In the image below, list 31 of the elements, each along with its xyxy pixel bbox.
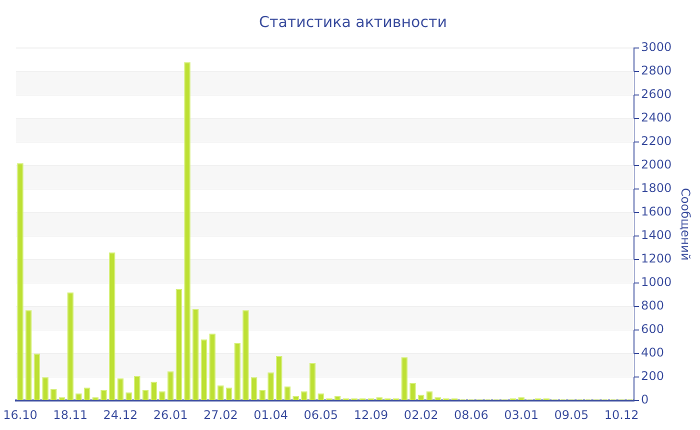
x-tick-label: 27.02 <box>203 408 238 422</box>
x-tick-label: 12.09 <box>354 408 388 422</box>
y-tick-label: 1000 <box>641 275 672 290</box>
chart-title: Статистика активности <box>259 12 447 31</box>
y-tick-label: 2200 <box>641 134 672 148</box>
x-tick-label: 09.05 <box>554 408 589 422</box>
y-tick-label: 3000 <box>641 40 672 54</box>
x-tick-label: 08.06 <box>454 408 488 422</box>
y-tick-label: 2400 <box>641 110 672 125</box>
y-tick-label: 1600 <box>641 204 672 219</box>
x-tick-label: 03.01 <box>504 408 538 422</box>
x-tick-label: 16.10 <box>3 408 38 422</box>
y-tick-label: 2600 <box>641 87 672 102</box>
y-tick-label: 2000 <box>641 158 672 172</box>
y-tick-label: 1200 <box>641 252 672 266</box>
y-tick-label: 800 <box>641 298 664 313</box>
y-axis-title: Сообщений <box>678 188 693 261</box>
y-tick-label: 0 <box>641 392 649 407</box>
y-tick-label: 1400 <box>641 228 672 242</box>
x-tick-label: 06.05 <box>304 408 338 422</box>
y-tick-label: 2800 <box>641 64 672 78</box>
y-tick-label: 400 <box>641 346 664 360</box>
x-tick-label: 24.12 <box>103 408 138 422</box>
x-tick-label: 01.04 <box>254 408 288 422</box>
x-tick-label: 02.02 <box>404 408 438 422</box>
x-tick-label: 10.12 <box>604 408 639 422</box>
x-tick-label: 18.11 <box>53 408 88 422</box>
x-tick-label: 26.01 <box>153 408 188 422</box>
y-tick-label: 1800 <box>641 181 672 196</box>
y-tick-label: 600 <box>641 322 664 336</box>
y-tick-label: 200 <box>641 369 664 384</box>
